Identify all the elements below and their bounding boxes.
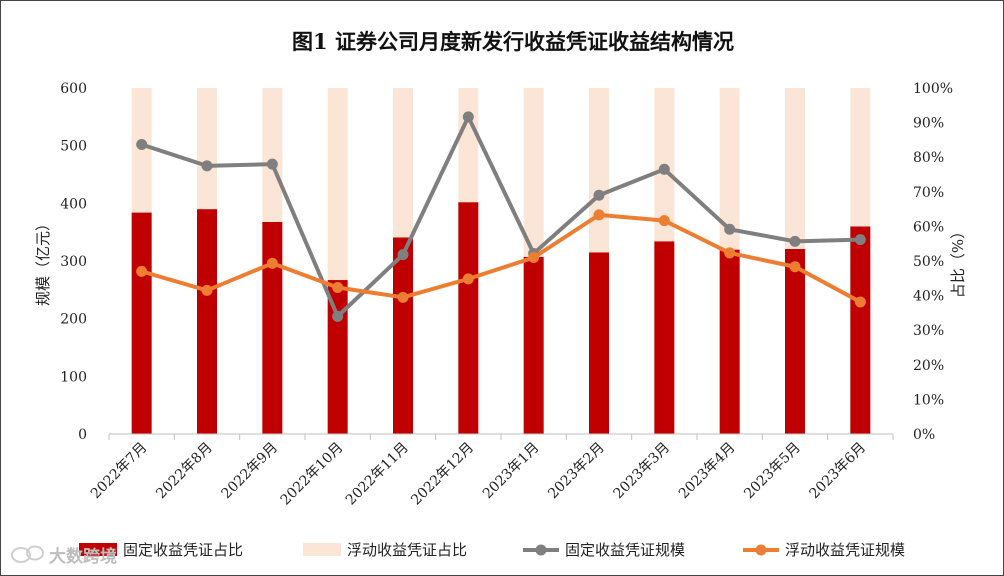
bar-floating-share xyxy=(458,88,479,203)
legend-swatch-fixed-share xyxy=(79,543,117,556)
x-tick-label: 2022年8月 xyxy=(153,440,216,503)
y-left-tick-label: 300 xyxy=(60,254,87,270)
x-tick-label: 2023年4月 xyxy=(676,440,739,503)
x-tick-label: 2022年10月 xyxy=(278,440,347,509)
legend-label: 浮动收益凭证规模 xyxy=(785,541,905,559)
y-left-tick-label: 0 xyxy=(78,427,87,443)
bar-floating-share xyxy=(131,88,152,213)
bar-layer xyxy=(131,88,871,434)
point-floating-scale xyxy=(462,273,474,285)
bar-fixed-share xyxy=(785,248,805,434)
y-left-tick-label: 100 xyxy=(60,369,87,385)
bar-floating-share xyxy=(850,88,871,227)
watermark: 大数跨境 xyxy=(11,545,117,567)
bar-floating-share xyxy=(523,88,544,257)
point-floating-scale xyxy=(528,252,540,264)
legend-swatch-floating-share xyxy=(303,543,341,556)
point-fixed-scale xyxy=(397,249,409,261)
y-right-tick-label: 80% xyxy=(913,150,944,166)
x-tick-label: 2023年1月 xyxy=(480,440,543,503)
bar-fixed-share xyxy=(131,212,152,434)
line-layer xyxy=(136,111,866,322)
point-floating-scale xyxy=(658,215,670,227)
y-left-axis-title: 规模（亿元） xyxy=(34,216,52,306)
bar-fixed-share xyxy=(262,221,283,434)
bar-floating-share xyxy=(393,88,413,238)
line-floating-scale xyxy=(141,212,862,304)
x-tick-label: 2023年2月 xyxy=(545,440,608,503)
bar-fixed-share xyxy=(523,256,544,434)
point-fixed-scale xyxy=(136,139,148,151)
point-floating-scale xyxy=(854,296,866,308)
point-fixed-scale xyxy=(593,189,605,201)
line-fixed-scale xyxy=(141,114,861,319)
x-tick-label: 2022年12月 xyxy=(408,440,477,509)
chat-bubble-icon xyxy=(11,545,44,563)
point-fixed-scale xyxy=(854,234,866,246)
axes-layer: 2022年7月 2022年8月 2022年9月2022年10月2022年11月202… xyxy=(34,81,967,508)
point-floating-scale xyxy=(136,265,148,277)
bar-floating-share xyxy=(327,88,348,281)
bar-fixed-share xyxy=(850,226,871,434)
chart-title: 图1 证券公司月度新发行收益凭证收益结构情况 xyxy=(292,29,734,54)
x-tick-label: 2022年11月 xyxy=(343,440,412,509)
bar-fixed-share xyxy=(197,209,217,434)
x-tick-label: 2022年7月 xyxy=(88,440,151,503)
legend-marker xyxy=(535,544,547,556)
point-floating-scale xyxy=(266,257,278,269)
bar-floating-share xyxy=(719,88,740,250)
point-floating-scale xyxy=(332,282,344,294)
point-fixed-scale xyxy=(462,111,474,123)
bar-floating-share xyxy=(785,88,805,249)
y-left-tick-label: 600 xyxy=(60,81,87,97)
y-left-tick-label: 200 xyxy=(60,312,87,328)
y-right-tick-label: 30% xyxy=(913,323,944,339)
y-right-tick-label: 20% xyxy=(913,358,944,374)
x-tick-label: 2022年9月 xyxy=(219,440,282,503)
legend-label: 浮动收益凭证占比 xyxy=(347,541,467,559)
point-fixed-scale xyxy=(789,235,801,247)
legend-label: 固定收益凭证占比 xyxy=(123,541,243,559)
y-right-tick-label: 50% xyxy=(913,254,944,270)
y-right-tick-label: 90% xyxy=(913,116,944,132)
y-right-tick-label: 0% xyxy=(913,427,935,443)
y-left-tick-label: 400 xyxy=(60,196,87,212)
bar-fixed-share xyxy=(458,202,479,434)
legend-marker xyxy=(755,544,767,556)
point-fixed-scale xyxy=(332,310,344,322)
legend-label: 固定收益凭证规模 xyxy=(565,541,685,559)
bar-fixed-share xyxy=(589,252,609,434)
point-floating-scale xyxy=(397,291,409,303)
point-floating-scale xyxy=(201,284,213,296)
y-right-tick-label: 10% xyxy=(913,392,944,408)
point-floating-scale xyxy=(724,247,736,259)
y-right-tick-label: 70% xyxy=(913,185,944,201)
point-fixed-scale xyxy=(201,160,213,172)
bar-fixed-share xyxy=(654,241,675,434)
point-floating-scale xyxy=(789,261,801,273)
y-left-tick-label: 500 xyxy=(60,139,87,155)
legend: 固定收益凭证占比 浮动收益凭证占比 固定收益凭证规模 浮动收益凭证规模 xyxy=(79,541,905,559)
y-right-tick-label: 40% xyxy=(913,289,944,305)
y-right-tick-label: 100% xyxy=(913,81,953,97)
bar-floating-share xyxy=(262,88,283,222)
point-fixed-scale xyxy=(266,158,278,170)
x-tick-label: 2023年3月 xyxy=(611,440,674,503)
bar-fixed-share xyxy=(719,249,740,434)
bar-fixed-share xyxy=(393,237,413,434)
x-tick-label: 2023年5月 xyxy=(741,440,804,503)
point-floating-scale xyxy=(593,209,605,221)
bar-floating-share xyxy=(589,88,609,253)
y-right-tick-label: 60% xyxy=(913,219,944,235)
point-fixed-scale xyxy=(658,163,670,175)
y-right-axis-title: 占比（%） xyxy=(949,224,967,298)
bar-floating-share xyxy=(197,88,217,210)
point-fixed-scale xyxy=(724,223,736,235)
x-tick-label: 2023年6月 xyxy=(807,440,870,503)
watermark-text: 大数跨境 xyxy=(49,546,117,567)
